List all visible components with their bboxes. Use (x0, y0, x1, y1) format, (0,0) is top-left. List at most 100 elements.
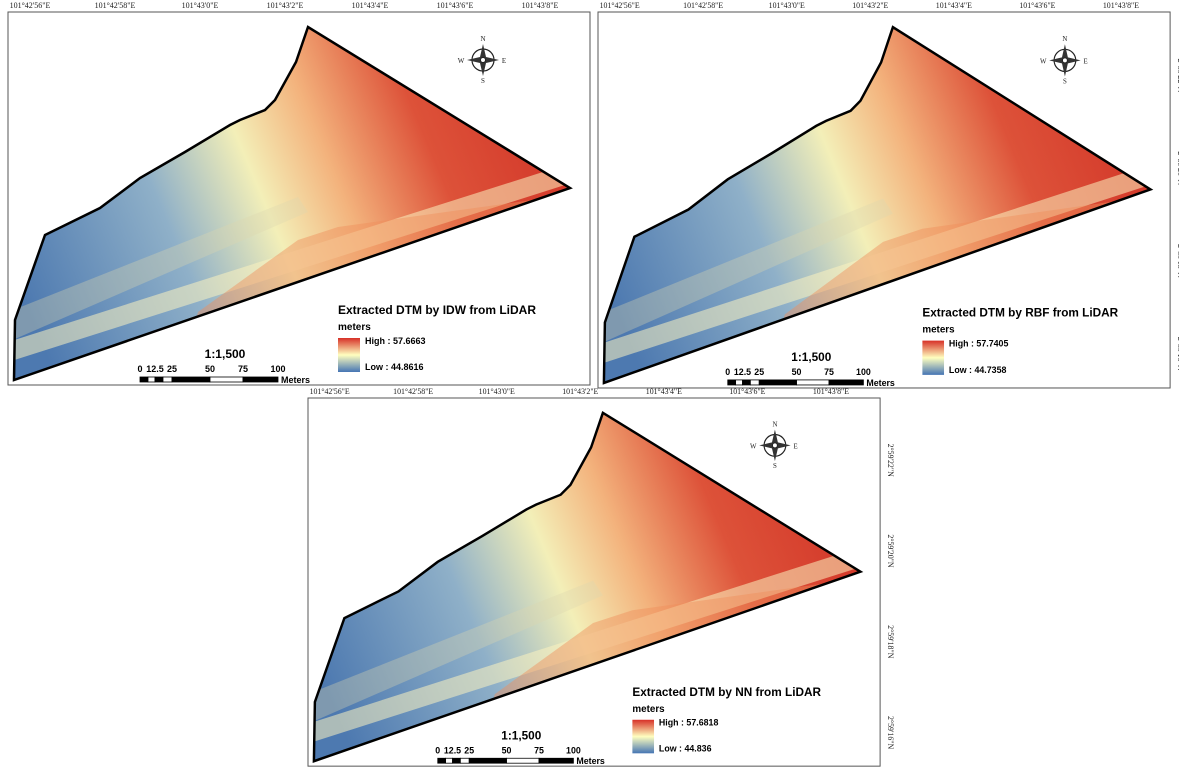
scale-unit: Meters (866, 378, 895, 388)
scale-tick: 100 (566, 745, 581, 755)
legend-unit: meters (338, 322, 371, 333)
compass-hub (772, 443, 777, 448)
legend-unit: meters (632, 704, 665, 715)
scale-segment (438, 758, 446, 763)
scale-segment (453, 758, 461, 763)
scale-ratio: 1:1,500 (205, 347, 246, 361)
longitude-label: 101°43'4"E (352, 1, 389, 10)
legend-high: High : 57.6663 (365, 336, 426, 346)
legend-low: Low : 44.8616 (365, 362, 424, 372)
legend-unit: meters (922, 324, 955, 335)
map-figure: 101°42'56"E 101°42'58"E 101°43'0"E 101°43'2… (0, 0, 1179, 769)
scale-segment (539, 758, 573, 763)
scale-ratio: 1:1,500 (791, 350, 831, 364)
compass-letter: S (773, 463, 777, 470)
longitude-label: 101°43'6"E (1019, 1, 1055, 10)
scale-tick: 12.5 (444, 745, 461, 755)
longitude-label: 101°42'56"E (310, 387, 350, 396)
longitude-label: 101°43'8"E (1103, 1, 1139, 10)
longitude-label: 101°43'0"E (182, 1, 219, 10)
scale-segment (507, 758, 539, 763)
scale-tick: 100 (856, 367, 871, 377)
scale-segment (140, 377, 148, 382)
latitude-label: 2°59'20"N (886, 534, 895, 568)
scale-segment (743, 380, 751, 385)
scale-segment (148, 377, 155, 382)
scale-tick: 75 (534, 745, 544, 755)
legend-title: Extracted DTM by NN from LiDAR (632, 685, 821, 699)
compass-letter: E (502, 57, 506, 65)
scale-segment (243, 377, 278, 382)
scale-unit: Meters (281, 375, 310, 385)
longitude-label: 101°43'6"E (437, 1, 474, 10)
scale-tick: 12.5 (734, 367, 751, 377)
longitude-label: 101°43'8"E (522, 1, 559, 10)
legend-title: Extracted DTM by IDW from LiDAR (338, 303, 536, 317)
map-panel: 101°42'56"E 101°42'58"E 101°43'0"E 101°43'2… (598, 1, 1179, 388)
legend-ramp (922, 341, 944, 375)
scale-unit: Meters (576, 756, 605, 766)
scale-segment (750, 380, 759, 385)
scale-segment (469, 758, 506, 763)
scale-tick: 0 (725, 367, 730, 377)
legend-title: Extracted DTM by RBF from LiDAR (922, 305, 1118, 319)
longitude-label: 101°43'2"E (562, 387, 598, 396)
scale-segment (172, 377, 210, 382)
compass-letter: W (750, 443, 757, 450)
scale-segment (829, 380, 863, 385)
compass-letter: N (480, 35, 485, 43)
scale-segment (736, 380, 743, 385)
scale-tick: 75 (238, 364, 248, 374)
longitude-label: 101°42'58"E (393, 387, 433, 396)
scale-segment (728, 380, 736, 385)
scale-segment (210, 377, 243, 382)
longitude-label: 101°43'4"E (936, 1, 972, 10)
scale-tick: 12.5 (146, 364, 164, 374)
longitude-label: 101°42'56"E (600, 1, 640, 10)
scale-segment (797, 380, 829, 385)
scale-tick: 25 (167, 364, 177, 374)
scale-segment (163, 377, 172, 382)
longitude-label: 101°43'8"E (813, 387, 849, 396)
compass-letter: W (458, 57, 465, 65)
longitude-label: 101°42'56"E (10, 1, 51, 10)
longitude-label: 101°43'2"E (267, 1, 304, 10)
compass-hub (1062, 58, 1067, 63)
longitude-label: 101°43'0"E (479, 387, 515, 396)
legend-high: High : 57.6818 (659, 718, 719, 728)
compass-letter: E (793, 443, 797, 450)
latitude-label: 2°59'22"N (886, 444, 895, 478)
longitude-label: 101°43'2"E (852, 1, 888, 10)
page: {"panels": [ {"x_labels": ["101°42'56\"E… (0, 0, 1179, 769)
scale-segment (446, 758, 453, 763)
legend-low: Low : 44.7358 (949, 365, 1007, 375)
compass-letter: E (1083, 57, 1087, 65)
map-panel: 101°42'56"E 101°42'58"E 101°43'0"E 101°43'2… (308, 387, 895, 766)
legend-ramp (338, 338, 360, 372)
scale-segment (759, 380, 796, 385)
longitude-label: 101°42'58"E (683, 1, 723, 10)
scale-ratio: 1:1,500 (501, 728, 541, 742)
longitude-label: 101°43'6"E (729, 387, 765, 396)
longitude-label: 101°42'58"E (95, 1, 136, 10)
compass-letter: W (1040, 57, 1047, 65)
longitude-label: 101°43'4"E (646, 387, 682, 396)
compass-letter: N (1062, 35, 1067, 43)
legend-ramp (632, 720, 654, 754)
latitude-label: 2°59'16"N (886, 716, 895, 750)
compass-letter: S (481, 77, 485, 85)
scale-tick: 25 (464, 745, 474, 755)
longitude-label: 101°43'0"E (769, 1, 805, 10)
legend-high: High : 57.7405 (949, 339, 1008, 349)
scale-tick: 50 (502, 745, 512, 755)
legend-low: Low : 44.836 (659, 743, 712, 753)
scale-tick: 25 (754, 367, 764, 377)
compass-letter: S (1063, 77, 1067, 85)
scale-segment (155, 377, 163, 382)
latitude-label: 2°59'18"N (886, 625, 895, 659)
scale-tick: 75 (824, 367, 834, 377)
scale-tick: 50 (205, 364, 215, 374)
scale-tick: 100 (270, 364, 285, 374)
scale-segment (460, 758, 469, 763)
scale-tick: 0 (435, 745, 440, 755)
